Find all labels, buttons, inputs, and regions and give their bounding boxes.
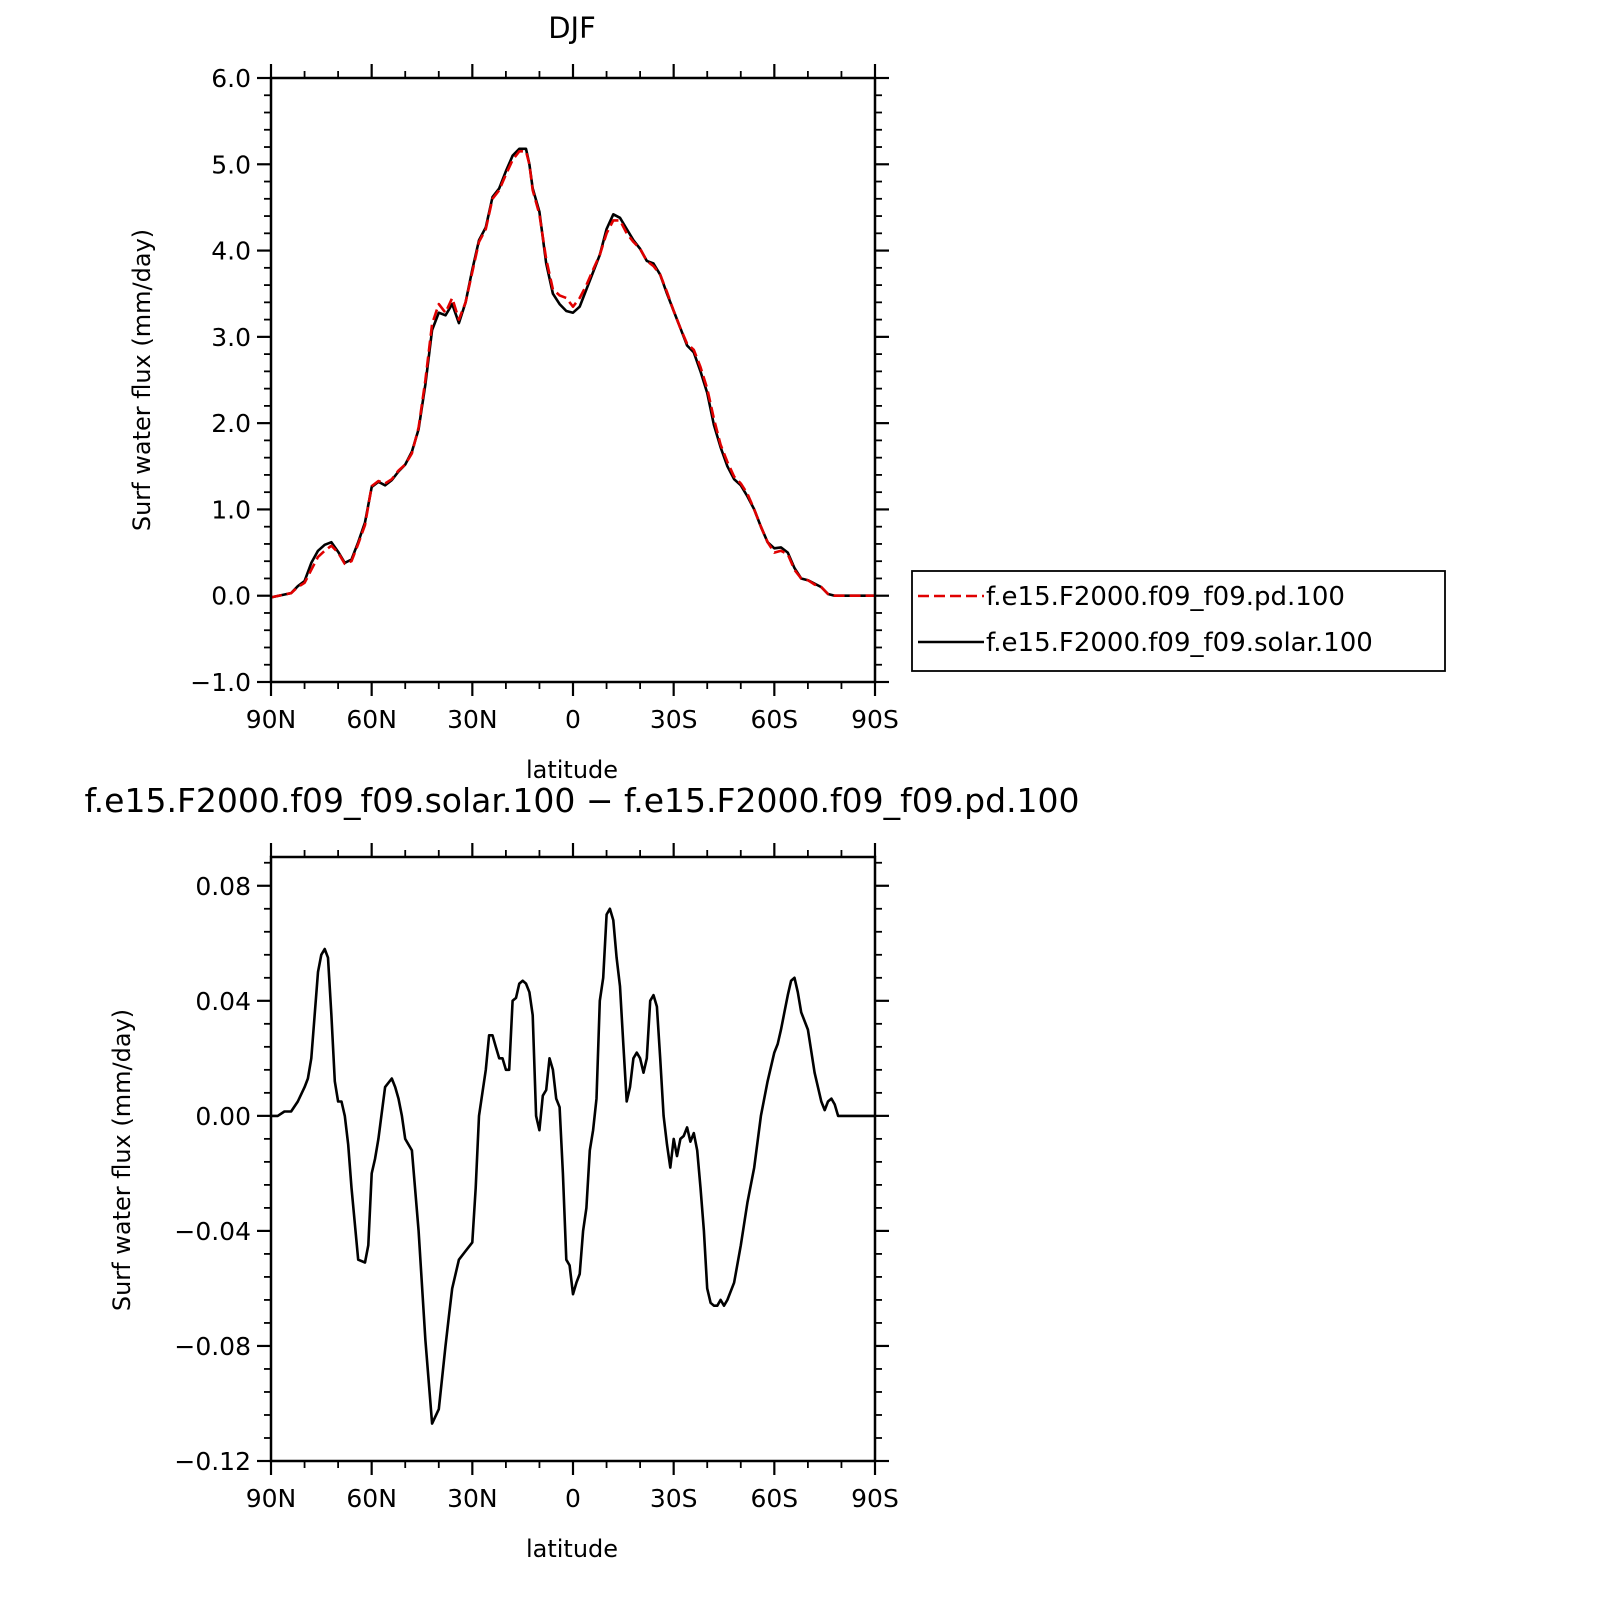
x-tick-label: 30N xyxy=(447,1484,498,1513)
y-tick-label: 4.0 xyxy=(211,237,251,266)
y-tick-label: 0.04 xyxy=(195,987,251,1016)
x-tick-label: 30S xyxy=(650,705,698,734)
x-tick-label: 60S xyxy=(750,705,798,734)
series-line-1 xyxy=(271,907,875,1425)
y-tick-label: 5.0 xyxy=(211,150,251,179)
top-y-tick-labels: −1.0 0.0 1.0 2.0 3.0 4.0 5.0 6.0 xyxy=(190,64,251,697)
x-tick-label: 0 xyxy=(565,705,581,734)
x-tick-label: 60S xyxy=(750,1484,798,1513)
y-tick-label: 3.0 xyxy=(211,323,251,352)
bottom-chart-title: f.e15.F2000.f09_f09.solar.100 − f.e15.F2… xyxy=(84,781,1079,820)
x-tick-label: 30S xyxy=(650,1484,698,1513)
x-tick-label: 60N xyxy=(346,1484,397,1513)
bottom-plot-frame xyxy=(269,855,877,1463)
x-tick-label: 90N xyxy=(246,705,297,734)
y-tick-label: 0.00 xyxy=(195,1102,251,1131)
top-x-axis-label: latitude xyxy=(526,756,618,784)
legend-label-pd: f.e15.F2000.f09_f09.pd.100 xyxy=(986,582,1345,612)
y-tick-label: −0.12 xyxy=(174,1447,251,1476)
x-tick-label: 0 xyxy=(565,1484,581,1513)
top-chart-title: DJF xyxy=(548,11,596,45)
top-chart-series xyxy=(270,147,875,599)
y-tick-label: −0.04 xyxy=(174,1217,251,1246)
x-tick-label: 90S xyxy=(851,1484,899,1513)
y-tick-label: 1.0 xyxy=(211,495,251,524)
top-chart: DJF −1.0 0.0 1.0 2.0 3.0 4.0 5.0 6.0 90N 60N 30N 0… xyxy=(128,11,1446,784)
bottom-y-tick-labels: −0.12 −0.08 −0.04 0.00 0.04 0.08 xyxy=(174,872,251,1476)
series-line-1 xyxy=(270,147,875,599)
top-plot-frame xyxy=(269,76,877,684)
y-tick-label: 2.0 xyxy=(211,409,251,438)
bottom-chart-series xyxy=(271,907,875,1425)
bottom-y-axis-label: Surf water flux (mm/day) xyxy=(108,1009,136,1311)
bottom-chart: f.e15.F2000.f09_f09.solar.100 − f.e15.F2… xyxy=(84,781,1079,1563)
legend: f.e15.F2000.f09_f09.pd.100 f.e15.F2000.f… xyxy=(911,570,1446,672)
top-chart-ticks xyxy=(257,64,889,696)
bottom-chart-ticks xyxy=(257,843,889,1475)
y-tick-label: −1.0 xyxy=(190,668,251,697)
x-tick-label: 30N xyxy=(447,705,498,734)
legend-box xyxy=(911,570,1446,672)
x-tick-label: 60N xyxy=(346,705,397,734)
legend-label-solar: f.e15.F2000.f09_f09.solar.100 xyxy=(986,628,1373,658)
x-tick-label: 90S xyxy=(851,705,899,734)
top-x-tick-labels: 90N 60N 30N 0 30S 60S 90S xyxy=(246,705,899,734)
y-tick-label: 0.08 xyxy=(195,872,251,901)
bottom-x-tick-labels: 90N 60N 30N 0 30S 60S 90S xyxy=(246,1484,899,1513)
y-tick-label: 6.0 xyxy=(211,64,251,93)
y-tick-label: 0.0 xyxy=(211,582,251,611)
bottom-x-axis-label: latitude xyxy=(526,1535,618,1563)
y-tick-label: −0.08 xyxy=(174,1332,251,1361)
x-tick-label: 90N xyxy=(246,1484,297,1513)
top-y-axis-label: Surf water flux (mm/day) xyxy=(128,229,156,531)
